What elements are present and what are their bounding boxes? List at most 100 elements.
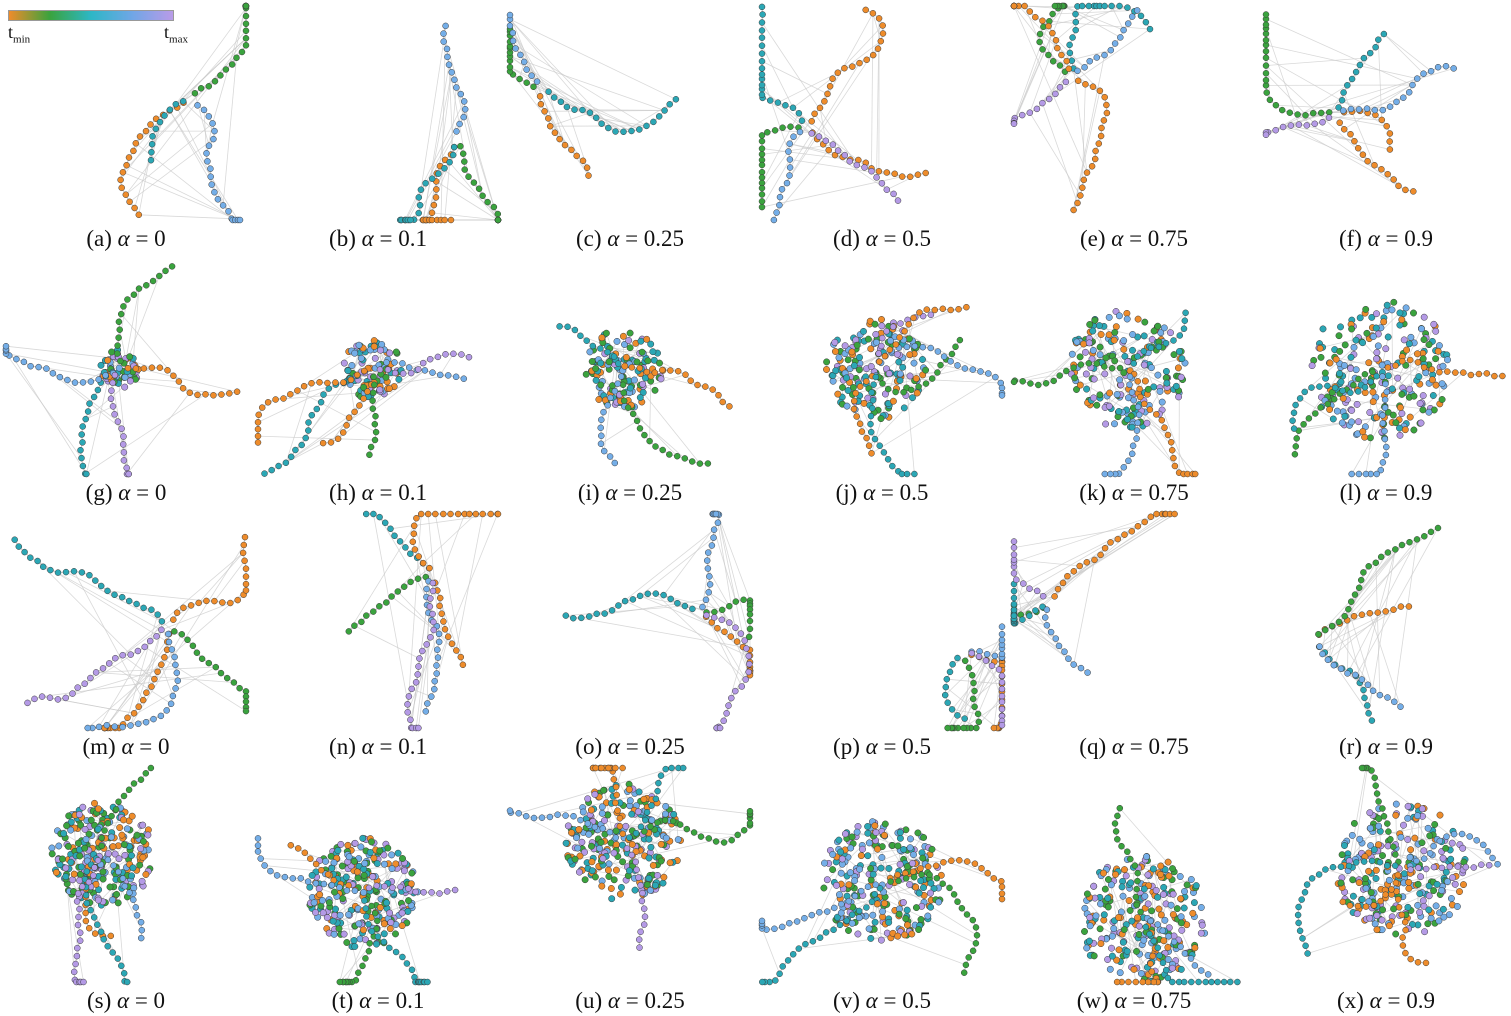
graph-node [598,334,606,342]
graph-node [1279,123,1287,131]
graph-node [869,10,877,17]
graph-node [1384,333,1392,341]
graph-node [561,141,569,149]
alpha-symbol: α [865,734,878,759]
graph-node [758,58,766,65]
graph-node [1348,470,1355,478]
graph-node [242,573,250,580]
graph-node [1335,618,1343,626]
graph-node [971,703,978,711]
alpha-symbol: α [1367,226,1380,251]
graph-node [429,579,437,587]
graph-node [1089,83,1097,90]
graph-panel: (q) α = 0.75 [1008,508,1260,762]
graph-node [105,660,113,667]
graph-node [1364,681,1372,689]
graph-node [313,405,321,413]
graph-node [1058,51,1065,59]
graph-node [636,126,643,133]
graph-node [706,581,714,588]
graph-node [158,661,165,668]
graph-node [614,360,622,367]
graph-node [1363,105,1371,112]
graph-edge [1305,114,1382,121]
graph-node [1339,394,1347,402]
graph-nodes [1010,2,1154,214]
panel-label: (g) [85,480,113,505]
graph-node [63,822,71,830]
graph-node [1302,112,1309,119]
graph-node [97,582,105,590]
graph-node [1379,459,1387,466]
graph-node [27,362,34,370]
graph-node [843,402,851,410]
graph-node [408,685,415,693]
graph-node [655,113,663,120]
graph-node [378,341,386,348]
graph-node [415,553,422,560]
graph-node [644,357,652,365]
graph-edge [509,18,616,132]
graph-edge [348,525,415,632]
graph-node [94,386,102,394]
graph-node [1129,442,1137,450]
graph-node [258,404,266,411]
graph-drawing [556,323,733,467]
graph-node [758,27,766,34]
panel-caption: (k) α = 0.75 [1008,480,1260,506]
graph-drawing [1315,524,1442,724]
graph-node [582,370,590,378]
equals-sign: = [379,226,393,251]
graph-node [1050,377,1057,385]
graph-node [816,104,824,112]
graph-node [404,701,411,708]
graph-panel: (j) α = 0.5 [756,254,1008,508]
graph-node [67,858,75,866]
graph-node [1026,8,1034,15]
graph-node [114,418,122,425]
graph-node [104,356,112,364]
graph-edge [5,353,82,459]
graph-node [1147,344,1155,352]
graph-node [1367,378,1375,386]
graph-node [506,63,514,71]
graph-node [1115,408,1123,415]
graph-node [1128,450,1136,458]
graph-node [106,883,114,891]
graph-node [1438,380,1446,388]
graph-node [1386,103,1394,110]
graph-node [94,825,102,833]
graph-node [636,394,644,401]
graph-node [579,106,586,114]
graph-node [1301,388,1308,396]
graph-node [829,141,837,148]
graph-node [1096,87,1104,95]
graph-node [319,439,327,447]
graph-edge [565,605,685,616]
graph-edge [1377,39,1383,120]
graph-node [672,96,680,103]
graph-node [308,379,315,387]
graph-node [1406,413,1414,421]
graph-panel: (n) α = 0.1 [252,508,504,762]
graph-edge [194,93,210,146]
graph-node [128,872,136,880]
graph-edge [1042,102,1078,204]
graph-node [115,855,123,863]
graph-node [377,346,384,354]
graph-node [415,663,422,670]
graph-node [148,683,155,690]
alpha-symbol: α [863,480,876,505]
alpha-value: 0 [154,226,166,251]
graph-node [87,816,95,824]
graph-node [878,342,885,350]
alpha-symbol: α [118,480,131,505]
graph-node [911,342,919,350]
graph-node [1369,388,1377,396]
graph-edge [198,552,244,604]
graph-node [1072,18,1080,26]
graph-node [1076,353,1084,361]
graph-node [84,408,92,415]
graph-node [598,416,605,424]
graph-edge [379,516,427,598]
